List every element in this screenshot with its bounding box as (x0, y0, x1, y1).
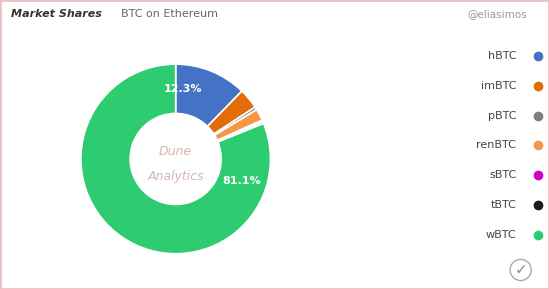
Text: tBTC: tBTC (490, 200, 516, 210)
Wedge shape (208, 91, 255, 134)
Wedge shape (217, 122, 264, 142)
Wedge shape (81, 64, 271, 254)
Text: ✓: ✓ (514, 262, 527, 277)
Wedge shape (215, 110, 262, 140)
Text: @eliasimos: @eliasimos (467, 9, 527, 19)
Text: Analytics: Analytics (147, 170, 204, 183)
Wedge shape (217, 120, 263, 141)
Text: Market Shares: Market Shares (11, 9, 102, 19)
Text: imBTC: imBTC (481, 81, 516, 91)
Text: wBTC: wBTC (486, 229, 516, 240)
Text: pBTC: pBTC (488, 111, 516, 121)
Text: Dune: Dune (159, 145, 192, 158)
Text: sBTC: sBTC (489, 170, 516, 180)
Text: renBTC: renBTC (477, 140, 516, 150)
Text: 81.1%: 81.1% (223, 176, 261, 186)
Wedge shape (176, 64, 242, 126)
Text: BTC on Ethereum: BTC on Ethereum (121, 9, 218, 19)
Text: hBTC: hBTC (488, 51, 516, 61)
Wedge shape (214, 107, 257, 135)
Text: 12.3%: 12.3% (164, 84, 203, 94)
